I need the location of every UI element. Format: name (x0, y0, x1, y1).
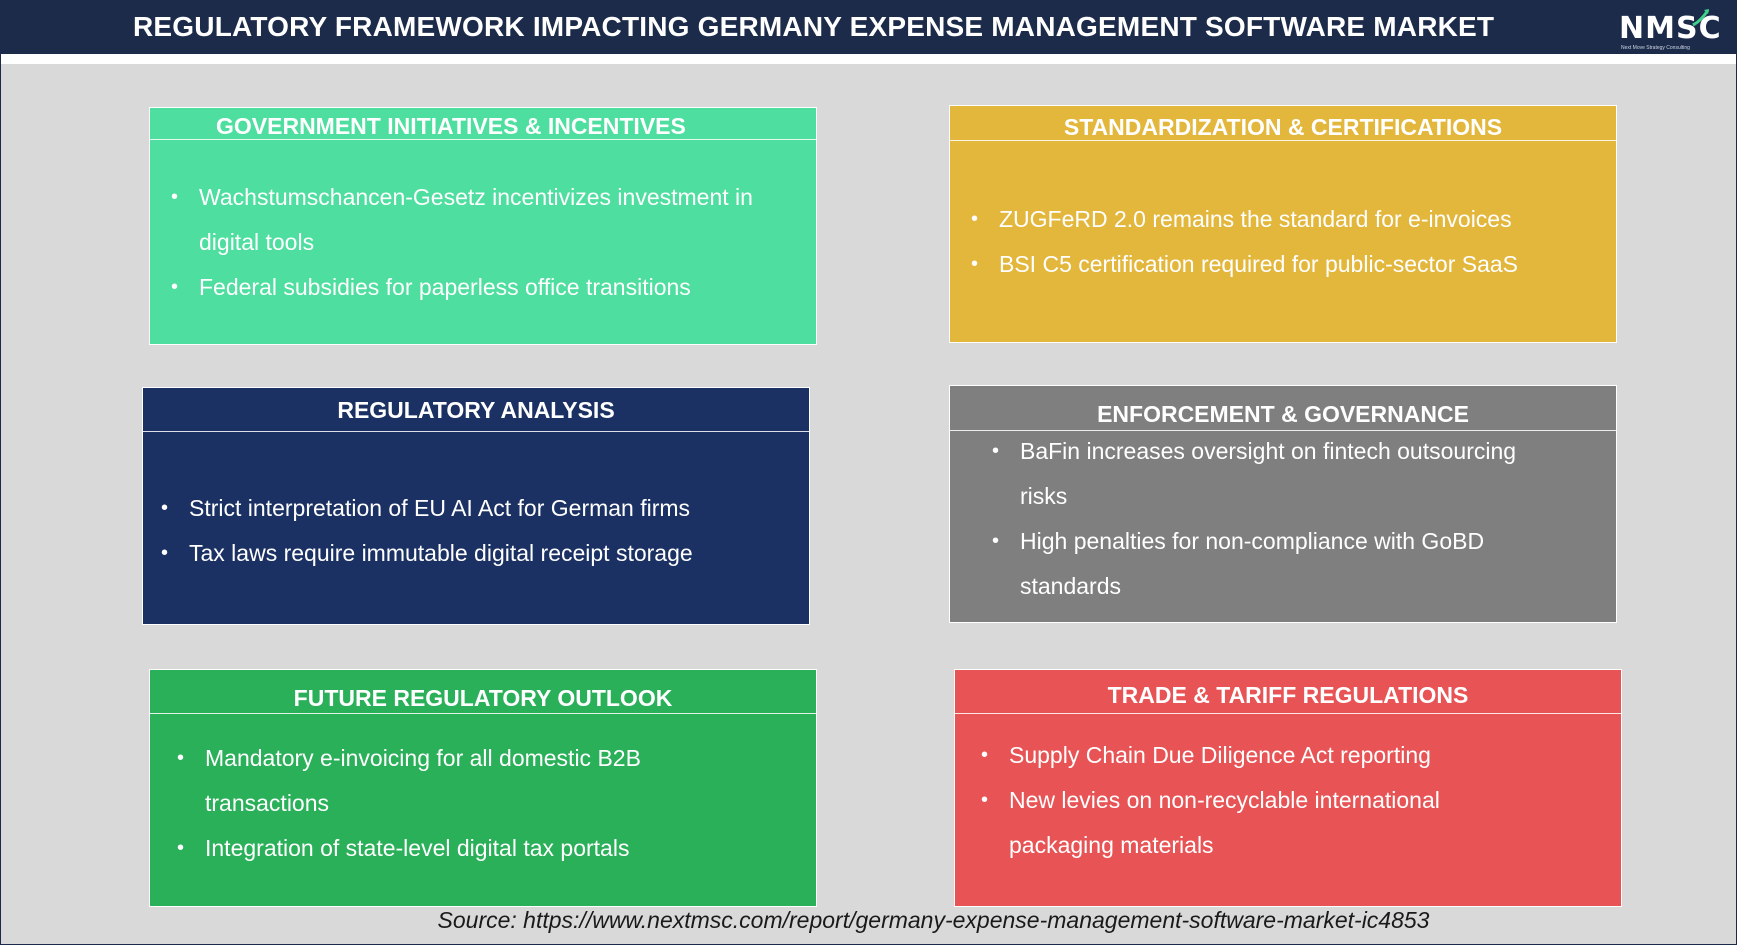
header-divider (1, 54, 1736, 64)
list-item: • Supply Chain Due Diligence Act reportin… (981, 742, 1431, 768)
future-outlook-list: • Mandatory e-invoicing for all domestic … (177, 736, 737, 871)
list-item: • BSI C5 certification required for publi… (971, 251, 1519, 277)
standardization-box: STANDARDIZATION & CERTIFICATIONS • ZUGFeR… (949, 105, 1617, 343)
list-item: • New levies on non-recyclable internatio… (981, 787, 1440, 858)
trade-tariff-box: TRADE & TARIFF REGULATIONS • Supply Chain… (954, 669, 1622, 907)
page-title: REGULATORY FRAMEWORK IMPACTING GERMANY E… (133, 11, 1495, 42)
list-item: • Wachstumschancen-Gesetz incentivizes in… (171, 184, 753, 255)
list-item: • Integration of state-level digital tax … (177, 835, 630, 861)
list-item: • BaFin increases oversight on fintech ou… (992, 438, 1517, 509)
list-item: • Federal subsidies for paperless office … (171, 274, 691, 300)
list-item: • ZUGFeRD 2.0 remains the standard for e-… (971, 206, 1512, 232)
trade-tariff-list: • Supply Chain Due Diligence Act reportin… (981, 733, 1551, 868)
list-item: • High penalties for non-compliance with … (992, 528, 1485, 599)
standardization-title: STANDARDIZATION & CERTIFICATIONS (950, 106, 1616, 141)
enforcement-governance-title: ENFORCEMENT & GOVERNANCE (950, 386, 1616, 431)
government-initiatives-list: • Wachstumschancen-Gesetz incentivizes in… (171, 175, 791, 310)
government-initiatives-title: GOVERNMENT INITIATIVES & INCENTIVES (150, 108, 816, 140)
logo-tagline: Next Move Strategy Consulting (1621, 45, 1690, 51)
logo-swoosh-icon (1692, 9, 1710, 27)
enforcement-governance-box: ENFORCEMENT & GOVERNANCE • BaFin increase… (949, 385, 1617, 623)
list-item: • Tax laws require immutable digital rece… (161, 540, 693, 566)
enforcement-governance-list: • BaFin increases oversight on fintech ou… (992, 429, 1552, 609)
source-citation: Source: https://www.nextmsc.com/report/g… (437, 907, 1430, 933)
regulatory-analysis-list: • Strict interpretation of EU AI Act for … (161, 486, 791, 576)
government-initiatives-box: GOVERNMENT INITIATIVES & INCENTIVES • Wac… (149, 107, 817, 345)
future-outlook-title: FUTURE REGULATORY OUTLOOK (150, 670, 816, 714)
trade-tariff-title: TRADE & TARIFF REGULATIONS (955, 670, 1621, 714)
regulatory-analysis-box: REGULATORY ANALYSIS • Strict interpretati… (142, 387, 810, 625)
nmsc-logo: NMSC Next Move Strategy Consulting (1613, 7, 1721, 51)
standardization-list: • ZUGFeRD 2.0 remains the standard for e-… (971, 197, 1601, 287)
list-item: • Strict interpretation of EU AI Act for … (161, 495, 691, 521)
regulatory-analysis-title: REGULATORY ANALYSIS (143, 388, 809, 432)
header-bar: REGULATORY FRAMEWORK IMPACTING GERMANY E… (1, 1, 1736, 54)
list-item: • Mandatory e-invoicing for all domestic … (177, 745, 641, 816)
future-outlook-box: FUTURE REGULATORY OUTLOOK • Mandatory e-i… (149, 669, 817, 907)
